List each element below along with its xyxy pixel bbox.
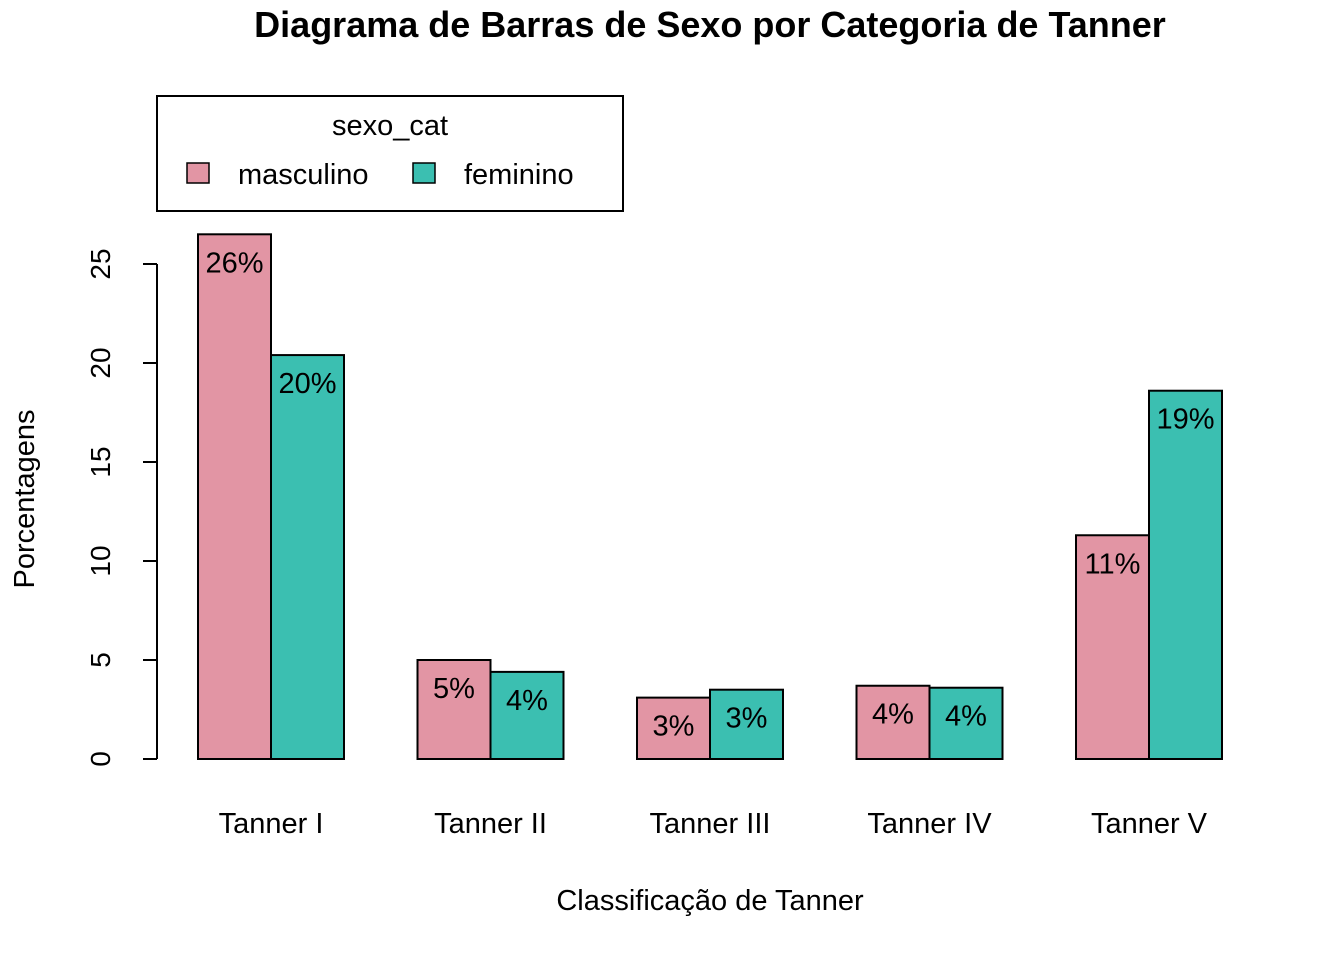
bar-feminino-5: [1148, 389, 1223, 760]
bar-value-label: 4%: [506, 685, 548, 717]
x-tick-label: Tanner II: [434, 808, 547, 840]
bar-feminino-4: [928, 686, 1004, 760]
legend-swatch-feminino: [412, 162, 436, 184]
bar-value-label: 4%: [945, 701, 987, 733]
chart-title: Diagrama de Barras de Sexo por Categoria…: [254, 4, 1166, 45]
bar-value-label: 5%: [433, 673, 475, 705]
legend-label-masculino: masculino: [238, 159, 369, 191]
x-tick-label: Tanner V: [1091, 808, 1208, 840]
legend-label-feminino: feminino: [464, 159, 574, 191]
y-axis: 0 5 10 15 20 25: [85, 248, 158, 767]
bar-value-label: 20%: [278, 368, 336, 400]
x-tick-label: Tanner I: [219, 808, 324, 840]
bar-feminino-2: [489, 670, 565, 761]
bar-value-label: 11%: [1085, 548, 1141, 580]
bar-value-label: 19%: [1156, 404, 1214, 436]
y-tick-label: 15: [85, 446, 116, 477]
bar-masculino-1: [197, 233, 272, 761]
y-tick-label: 0: [85, 751, 116, 767]
y-tick-label: 5: [85, 652, 116, 668]
legend: sexo_cat masculino feminino: [156, 95, 624, 212]
y-axis-label: Porcentagens: [9, 410, 41, 589]
category-labels: Tanner I Tanner II Tanner III Tanner IV Tann…: [219, 808, 1208, 840]
y-ticks: 0 5 10 15 20 25: [85, 248, 157, 767]
y-tick-label: 10: [85, 545, 116, 576]
bar-value-label: 3%: [653, 711, 695, 743]
x-axis-label: Classificação de Tanner: [556, 885, 864, 917]
bar-masculino-2: [416, 659, 492, 760]
bar-feminino-1: [270, 354, 345, 760]
bar-value-label: 3%: [726, 703, 768, 735]
x-tick-label: Tanner IV: [867, 808, 992, 840]
bar-value-label: 4%: [872, 699, 914, 731]
bar-feminino-3: [709, 688, 784, 761]
legend-swatch-masculino: [186, 162, 210, 184]
bar-value-label: 26%: [205, 247, 263, 279]
y-tick-label: 20: [85, 347, 116, 378]
x-tick-label: Tanner III: [650, 808, 771, 840]
bar-masculino-3: [636, 696, 711, 760]
bar-masculino-4: [855, 684, 931, 760]
y-tick-label: 25: [85, 248, 116, 279]
legend-box: [156, 95, 624, 212]
bar-labels: 26% 20% 5% 4% 3% 3% 4% 4% 11% 19%: [205, 247, 1214, 742]
bars: [197, 233, 1223, 761]
legend-title: sexo_cat: [332, 110, 448, 142]
